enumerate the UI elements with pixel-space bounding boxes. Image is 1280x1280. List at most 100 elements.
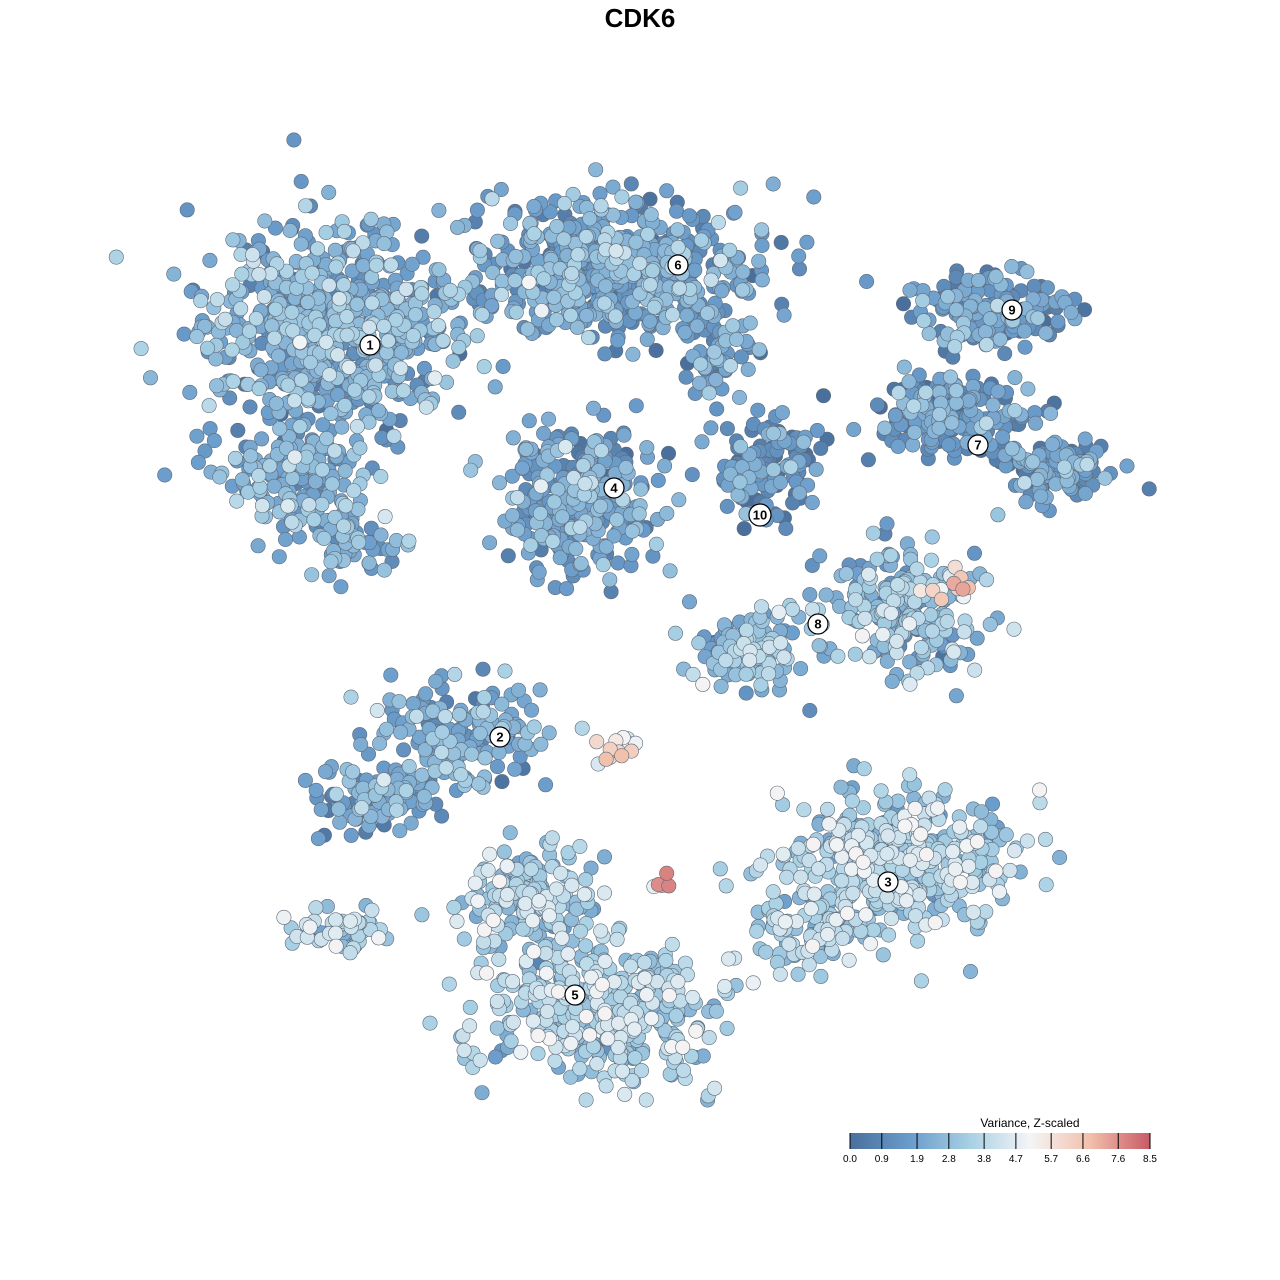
cell-point bbox=[1004, 258, 1020, 274]
cell-point bbox=[644, 1010, 660, 1026]
cell-point bbox=[572, 1061, 588, 1077]
cell-point bbox=[284, 514, 300, 530]
cell-point bbox=[699, 305, 715, 321]
cell-point bbox=[472, 1052, 488, 1068]
cell-point bbox=[970, 272, 986, 288]
cell-point bbox=[371, 930, 387, 946]
cell-point bbox=[902, 282, 918, 298]
cell-point bbox=[609, 512, 625, 528]
cell-point bbox=[564, 265, 580, 281]
cell-point bbox=[530, 1046, 546, 1062]
cell-point bbox=[437, 709, 453, 725]
cell-point bbox=[1050, 314, 1066, 330]
cell-point bbox=[918, 384, 934, 400]
cell-point bbox=[533, 478, 549, 494]
cell-point bbox=[475, 661, 491, 677]
cell-point bbox=[913, 640, 929, 656]
cell-point bbox=[670, 239, 686, 255]
cell-point bbox=[474, 307, 490, 323]
cell-point bbox=[875, 947, 891, 963]
cell-point bbox=[821, 816, 837, 832]
cell-point bbox=[732, 474, 748, 490]
cell-point bbox=[582, 1027, 598, 1043]
cell-point bbox=[253, 362, 269, 378]
cell-point bbox=[982, 311, 998, 327]
cell-point bbox=[1032, 782, 1048, 798]
cell-point bbox=[659, 505, 675, 521]
cell-point bbox=[754, 272, 770, 288]
cell-point bbox=[941, 437, 957, 453]
cell-point bbox=[679, 307, 695, 323]
cell-point bbox=[354, 800, 370, 816]
cell-point bbox=[293, 236, 309, 252]
cell-point bbox=[570, 247, 586, 263]
cell-point bbox=[426, 304, 442, 320]
cell-point bbox=[396, 742, 412, 758]
cell-point bbox=[341, 359, 357, 375]
cell-point bbox=[811, 861, 827, 877]
cell-point bbox=[896, 359, 912, 375]
cell-point bbox=[713, 678, 729, 694]
cell-point bbox=[596, 885, 612, 901]
cell-point bbox=[733, 180, 749, 196]
cell-point bbox=[618, 460, 634, 476]
cell-point bbox=[793, 661, 809, 677]
cell-point bbox=[631, 506, 647, 522]
cell-point bbox=[398, 783, 414, 799]
cell-point bbox=[773, 235, 789, 251]
cell-point bbox=[301, 497, 317, 513]
cell-point bbox=[639, 331, 655, 347]
cell-point bbox=[577, 476, 593, 492]
cell-point bbox=[372, 735, 388, 751]
cell-point bbox=[684, 467, 700, 483]
cell-point bbox=[752, 857, 768, 873]
cell-point bbox=[349, 418, 365, 434]
cell-point bbox=[544, 830, 560, 846]
cell-point bbox=[636, 954, 652, 970]
cell-point bbox=[688, 1023, 704, 1039]
cell-point bbox=[328, 259, 344, 275]
cell-point bbox=[784, 601, 800, 617]
cell-point bbox=[712, 252, 728, 268]
cell-point bbox=[314, 496, 330, 512]
cell-point bbox=[331, 801, 347, 817]
cell-point bbox=[534, 303, 550, 319]
cell-point bbox=[965, 904, 981, 920]
cell-point bbox=[844, 793, 860, 809]
cell-point bbox=[327, 443, 343, 459]
cell-point bbox=[838, 566, 854, 582]
cell-point bbox=[1038, 325, 1054, 341]
cell-point bbox=[617, 1086, 633, 1102]
cell-point bbox=[790, 966, 806, 982]
cell-point bbox=[217, 311, 233, 327]
cell-point bbox=[802, 587, 818, 603]
cell-point bbox=[548, 881, 564, 897]
cell-point bbox=[772, 474, 788, 490]
cell-point bbox=[549, 219, 565, 235]
cell-point bbox=[380, 333, 396, 349]
cell-point bbox=[280, 498, 296, 514]
cell-point bbox=[982, 616, 998, 632]
cell-point bbox=[681, 208, 697, 224]
cell-point bbox=[407, 307, 423, 323]
cell-point bbox=[493, 286, 509, 302]
cell-point bbox=[434, 744, 450, 760]
cell-point bbox=[251, 266, 267, 282]
cell-point bbox=[804, 494, 820, 510]
cell-point bbox=[860, 452, 876, 468]
cell-point bbox=[719, 498, 735, 514]
cluster-label-4: 4 bbox=[603, 477, 625, 499]
cell-point bbox=[961, 393, 977, 409]
cell-point bbox=[277, 531, 293, 547]
cell-point bbox=[474, 1085, 490, 1101]
cell-point bbox=[661, 878, 677, 894]
cell-point bbox=[585, 400, 601, 416]
cell-point bbox=[648, 536, 664, 552]
cell-point bbox=[337, 397, 353, 413]
cell-point bbox=[614, 1063, 630, 1079]
cell-point bbox=[910, 933, 926, 949]
cell-point bbox=[887, 407, 903, 423]
cell-point bbox=[833, 779, 849, 795]
cell-point bbox=[157, 467, 173, 483]
cell-point bbox=[536, 425, 552, 441]
